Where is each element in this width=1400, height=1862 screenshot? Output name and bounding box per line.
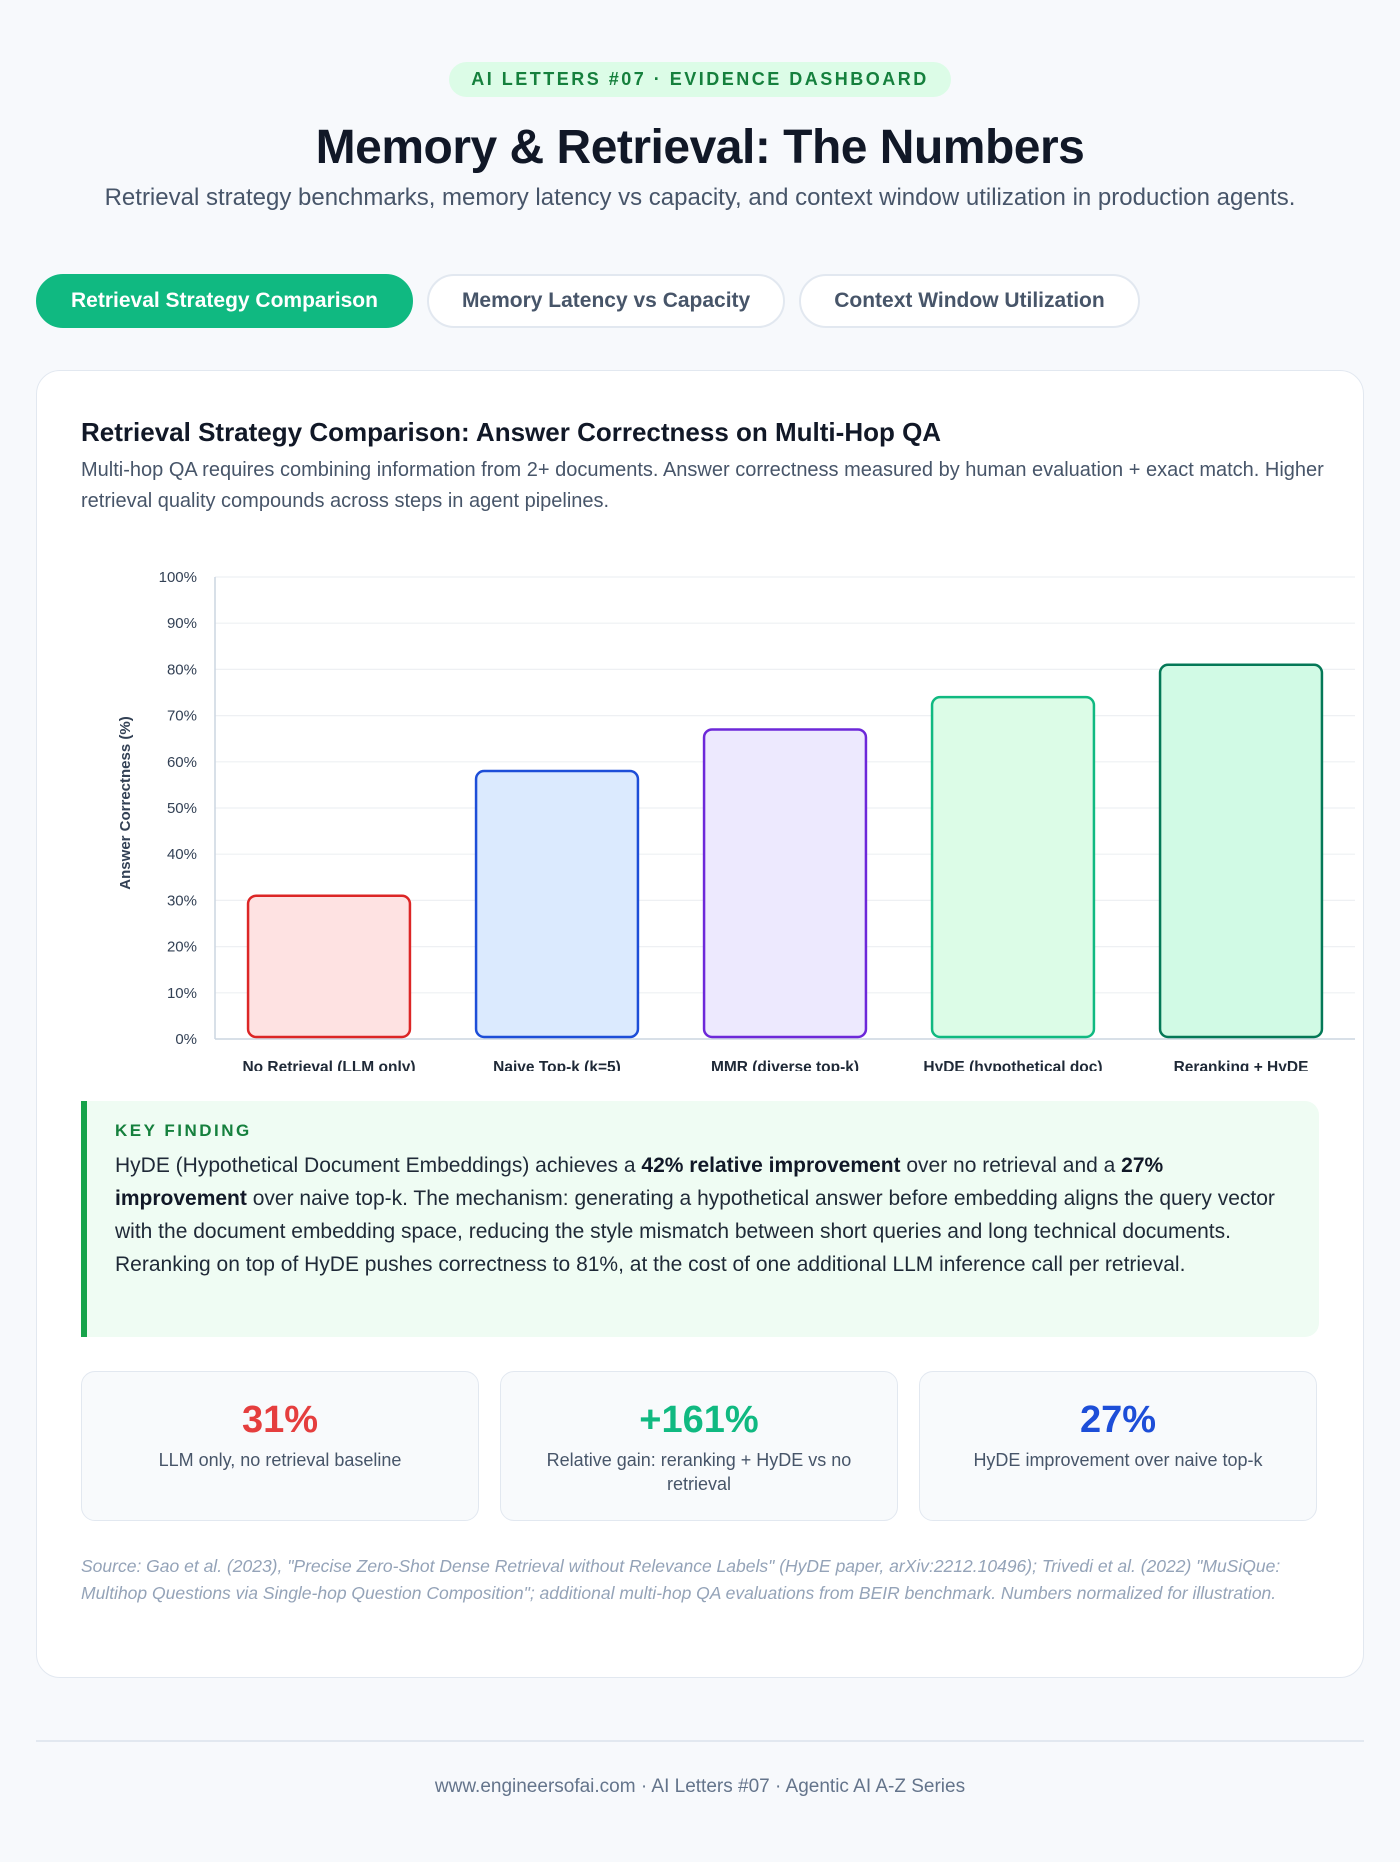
y-tick-label: 20% <box>167 939 197 956</box>
chart-card: Retrieval Strategy Comparison: Answer Co… <box>36 370 1364 1678</box>
y-tick-label: 60% <box>167 754 197 771</box>
source-citation: Source: Gao et al. (2023), "Precise Zero… <box>81 1556 1281 1603</box>
x-tick-label: No Retrieval (LLM only) <box>242 1059 415 1071</box>
bar <box>474 769 640 1039</box>
stat-card-baseline: 31% LLM only, no retrieval baseline <box>81 1371 479 1521</box>
bar-chart: 0% 10% 20% 30% 40% 50% 60% 70% 80% 90% 100% No Ret… <box>117 569 1355 1071</box>
page-subtitle: Retrieval strategy benchmarks, memory la… <box>104 184 1296 211</box>
bar <box>702 728 868 1039</box>
bar <box>246 894 412 1039</box>
finding-text-part: over naive top-k. The mechanism: generat… <box>115 1187 1275 1276</box>
stat-label: HyDE improvement over naive top-k <box>973 1450 1263 1470</box>
y-tick-label: 80% <box>167 661 197 678</box>
y-tick-label: 30% <box>167 892 197 909</box>
y-tick-label: 90% <box>167 615 197 632</box>
x-tick-labels: No Retrieval (LLM only) Naive Top-k (k=5)… <box>242 1059 1308 1071</box>
key-finding-callout: KEY FINDING HyDE (Hypothetical Document … <box>81 1101 1319 1337</box>
tab-memory-latency[interactable]: Memory Latency vs Capacity <box>426 274 786 328</box>
page-title: Memory & Retrieval: The Numbers <box>315 121 1085 174</box>
tab-retrieval-strategy[interactable]: Retrieval Strategy Comparison <box>36 274 413 328</box>
stat-label: LLM only, no retrieval baseline <box>158 1450 402 1470</box>
finding-text-part: over no retrieval and a <box>900 1154 1122 1177</box>
stat-card-relative-gain: +161% Relative gain: reranking + HyDE vs… <box>500 1371 898 1521</box>
stat-card-hyde-improvement: 27% HyDE improvement over naive top-k <box>919 1371 1317 1521</box>
tab-context-window[interactable]: Context Window Utilization <box>799 274 1140 328</box>
stat-label: Relative gain: reranking + HyDE vs no re… <box>546 1450 852 1494</box>
tab-bar: Retrieval Strategy Comparison Memory Lat… <box>36 274 1140 328</box>
y-tick-label: 50% <box>167 800 197 817</box>
key-finding-text: HyDE (Hypothetical Document Embeddings) … <box>115 1149 1291 1281</box>
stat-cards: 31% LLM only, no retrieval baseline +161… <box>81 1371 1317 1521</box>
finding-highlight: 27% improvement <box>115 1154 1164 1210</box>
x-tick-label: Reranking + HyDE <box>1174 1059 1309 1071</box>
card-description: Multi-hop QA requires combining informat… <box>81 459 1324 512</box>
x-tick-label: Naive Top-k (k=5) <box>493 1059 621 1071</box>
y-tick-label: 10% <box>167 985 197 1002</box>
y-tick-label: 70% <box>167 708 197 725</box>
stat-value: 27% <box>1079 1399 1157 1441</box>
bar <box>1158 663 1324 1039</box>
finding-highlight: 42% relative improvement <box>641 1154 901 1177</box>
chart-axes <box>214 577 1355 1040</box>
x-tick-label: HyDE (hypothetical doc) <box>923 1059 1102 1071</box>
stat-value: +161% <box>639 1399 759 1441</box>
y-tick-label: 100% <box>159 569 197 586</box>
card-title: Retrieval Strategy Comparison: Answer Co… <box>81 417 942 447</box>
issue-badge: AI LETTERS #07 · EVIDENCE DASHBOARD <box>449 62 951 97</box>
y-tick-label: 0% <box>175 1031 197 1048</box>
y-axis-label: Answer Correctness (%) <box>117 716 134 889</box>
footer-text: www.engineersofai.com · AI Letters #07 ·… <box>434 1776 966 1797</box>
y-tick-label: 40% <box>167 846 197 863</box>
bars <box>246 663 1324 1039</box>
finding-text-part: HyDE (Hypothetical Document Embeddings) … <box>115 1154 642 1177</box>
y-tick-labels: 0% 10% 20% 30% 40% 50% 60% 70% 80% 90% 100% <box>159 569 197 1048</box>
footer-divider <box>36 1740 1364 1742</box>
x-tick-label: MMR (diverse top-k) <box>711 1059 859 1071</box>
stat-value: 31% <box>241 1399 319 1441</box>
bar <box>930 695 1096 1039</box>
key-finding-label: KEY FINDING <box>115 1121 252 1140</box>
